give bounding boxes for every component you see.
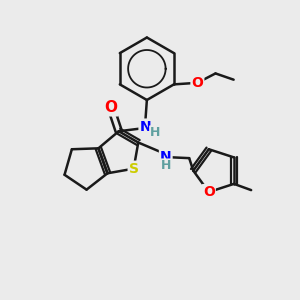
Text: N: N xyxy=(160,150,172,164)
Text: S: S xyxy=(129,162,139,176)
Text: O: O xyxy=(104,100,117,115)
Text: O: O xyxy=(203,185,215,199)
Text: H: H xyxy=(150,126,160,139)
Text: O: O xyxy=(191,76,203,90)
Text: H: H xyxy=(160,160,171,172)
Text: N: N xyxy=(140,120,151,134)
